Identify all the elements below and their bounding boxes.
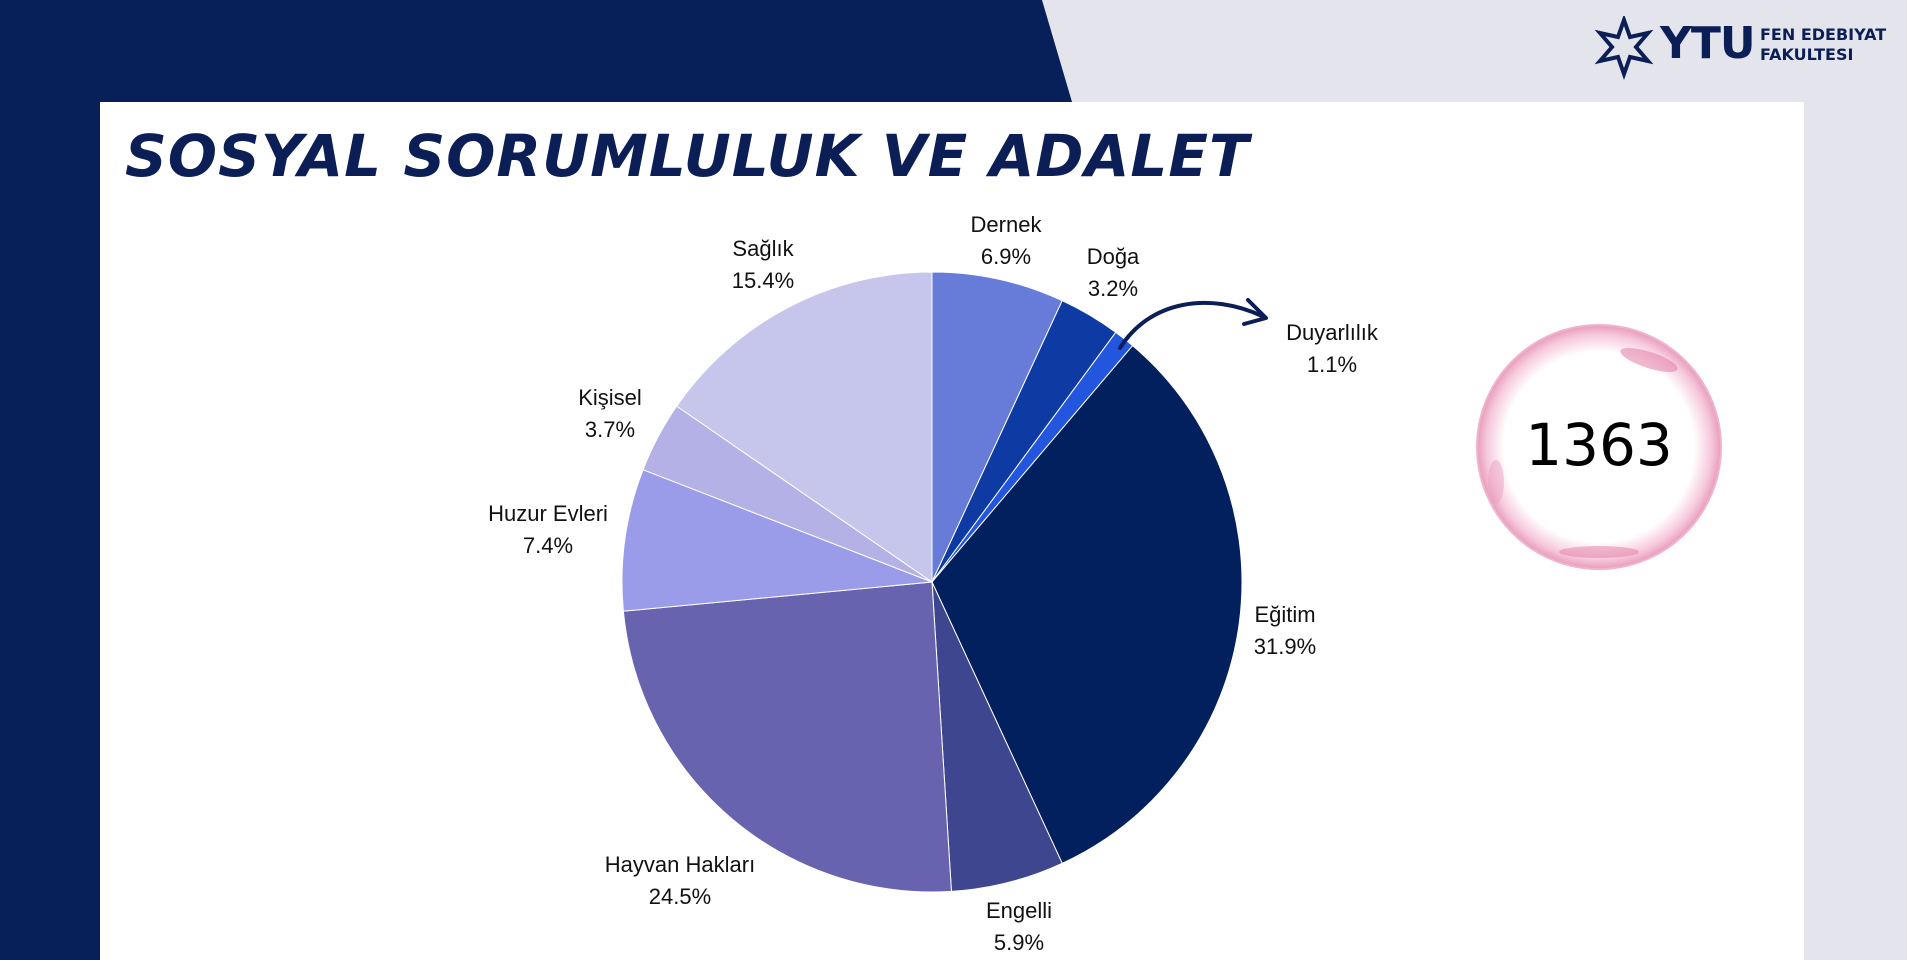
slice-label: Doğa [1087,244,1140,269]
slice-value-label: 31.9% [1254,634,1316,659]
pie-slice-dernek [931,271,1063,583]
bubble-badge [1476,324,1722,570]
slice-label: Eğitim [1254,602,1315,627]
pie-slice-hayvan-hakları [622,581,952,893]
logo-line-2: FAKULTESI [1760,45,1854,64]
slice-label: Sağlık [732,236,794,261]
pie-slices [621,271,1243,893]
pie-labels: Dernek 6.9% Doğa 3.2% Duyarlılık 1.1% Eğitim 31… [488,212,1379,955]
curved-arrow-icon [1118,300,1264,350]
slice-value-label: 1.1% [1307,352,1357,377]
pie-slice-eğitim [931,344,1243,864]
total-count: 1363 [1525,411,1673,479]
slice-label: Engelli [986,898,1052,923]
ytu-star-logo-icon [1594,16,1654,80]
slice-value-label: 15.4% [732,268,794,293]
slice-value-label: 3.2% [1088,276,1138,301]
slice-label: Huzur Evleri [488,501,608,526]
slice-value-label: 3.7% [585,417,635,442]
logo-ytu: YTU [1660,18,1756,69]
slice-label: Kişisel [578,385,642,410]
page-title: SOSYAL SORUMLULUK VE ADALET [125,122,1250,190]
slice-value-label: 6.9% [981,244,1031,269]
slice-value-label: 7.4% [523,533,573,558]
slice-value-label: 24.5% [649,884,711,909]
slice-label: Dernek [971,212,1043,237]
slice-label: Duyarlılık [1286,320,1379,345]
slice-label: Hayvan Hakları [605,852,755,877]
slice-value-label: 5.9% [994,930,1044,955]
arrow-head-icon [1242,298,1268,326]
pie-slice-sağlık [676,271,933,583]
pie-slice-huzur-evleri [621,469,933,612]
logo-line-1: FEN EDEBIYAT [1760,25,1887,44]
